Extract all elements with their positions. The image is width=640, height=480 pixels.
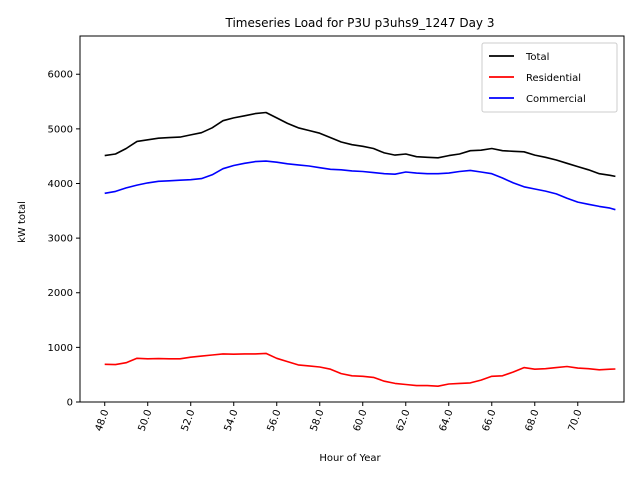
- x-tick-label: 48.0: [94, 408, 112, 433]
- x-tick-label: 58.0: [309, 408, 327, 433]
- x-tick-label: 68.0: [524, 408, 542, 433]
- series-line-commercial: [104, 160, 616, 211]
- legend-label-residential: Residential: [526, 73, 581, 84]
- y-tick-label: 3000: [48, 234, 73, 245]
- y-tick-label: 4000: [48, 179, 73, 190]
- x-tick-label: 62.0: [395, 408, 413, 433]
- y-tick-label: 5000: [48, 124, 73, 135]
- y-tick-label: 6000: [48, 70, 73, 81]
- plot-frame: [79, 35, 625, 403]
- x-tick-label: 64.0: [438, 408, 456, 433]
- x-tick-label: 52.0: [180, 408, 198, 433]
- x-tick-label: 50.0: [137, 408, 155, 433]
- legend-label-commercial: Commercial: [526, 94, 586, 105]
- x-tick-label: 66.0: [481, 408, 499, 433]
- x-tick-label: 70.0: [567, 408, 585, 433]
- legend-box: [481, 42, 618, 113]
- chart-title: Timeseries Load for P3U p3uhs9_1247 Day …: [225, 16, 495, 30]
- series-line-residential: [104, 352, 616, 387]
- x-tick-label: 60.0: [352, 408, 370, 433]
- x-axis-label: Hour of Year: [319, 453, 381, 464]
- x-tick-label: 56.0: [266, 408, 284, 433]
- y-axis-label: kW total: [17, 201, 28, 243]
- series-line-total: [104, 111, 616, 178]
- y-tick-label: 1000: [48, 343, 73, 354]
- x-tick-label: 54.0: [223, 408, 241, 433]
- y-tick-label: 2000: [48, 288, 73, 299]
- y-tick-label: 0: [67, 398, 73, 409]
- legend-label-total: Total: [525, 52, 549, 63]
